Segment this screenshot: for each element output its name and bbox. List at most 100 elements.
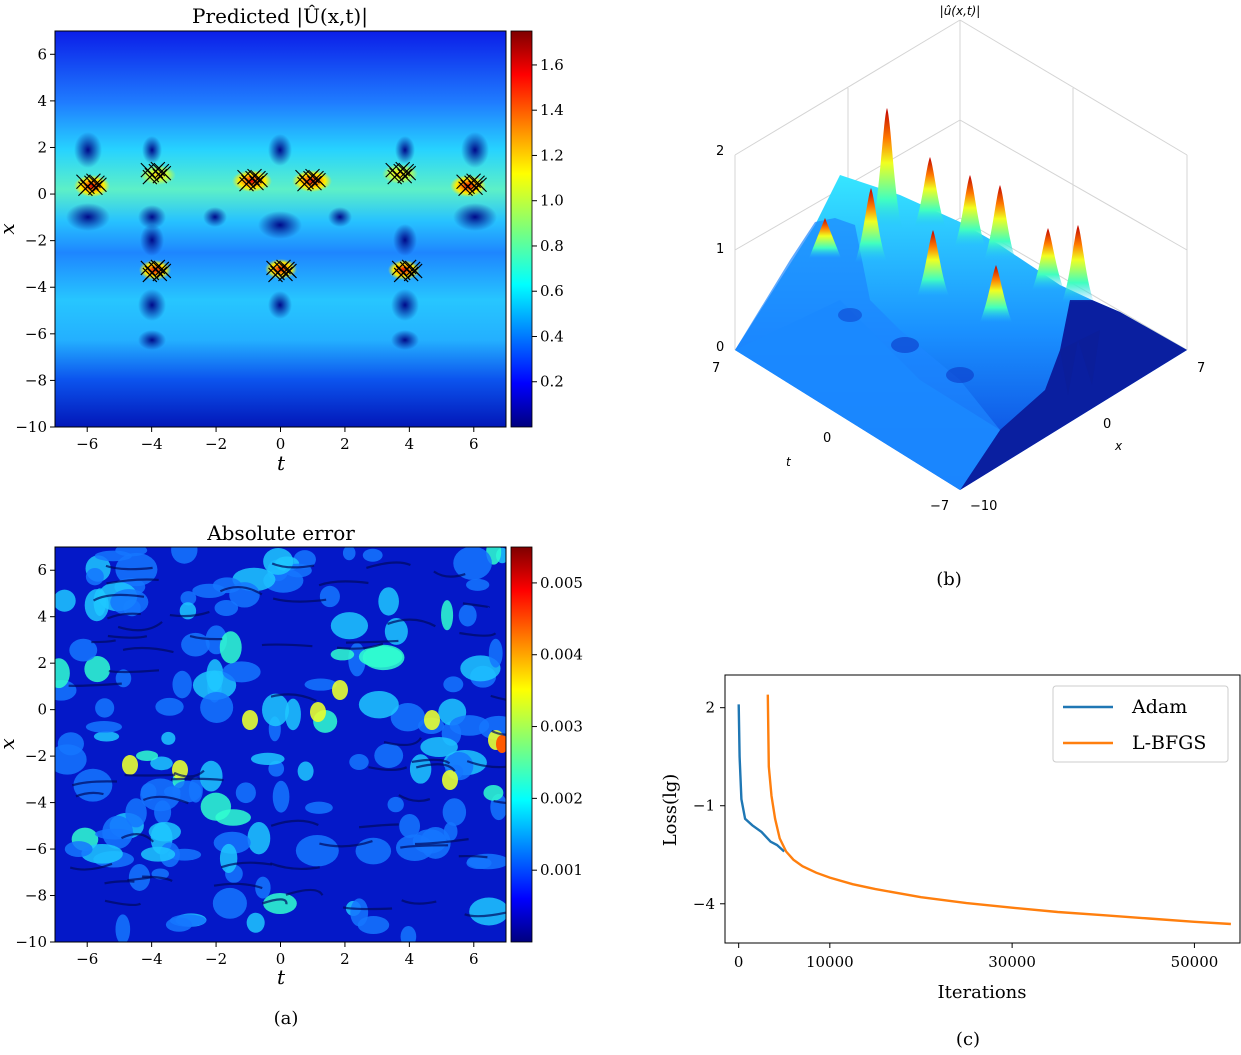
surface-peak xyxy=(984,185,1016,260)
legend-label-adam: Adam xyxy=(1131,696,1187,718)
error-blob xyxy=(378,587,399,616)
error-blob xyxy=(332,680,348,700)
error-blob xyxy=(483,784,504,801)
z-tick-0: 0 xyxy=(716,340,724,355)
error-contour xyxy=(120,833,155,843)
y-tick-label: 4 xyxy=(37,608,47,626)
colorbar-tick-label: 0.8 xyxy=(540,237,564,255)
error-blob xyxy=(128,864,151,891)
x-marker xyxy=(470,175,485,191)
y-tick-label: 4 xyxy=(37,92,47,110)
legend-label-lbfgs: L-BFGS xyxy=(1132,732,1206,754)
error-blob xyxy=(409,754,432,784)
error-blob xyxy=(443,676,464,693)
error-contour xyxy=(491,729,506,736)
error-blob xyxy=(73,768,113,802)
error-blob xyxy=(305,801,333,814)
error-contour xyxy=(219,586,263,596)
error-blob xyxy=(348,642,366,677)
error-blob xyxy=(458,604,477,627)
error-blob xyxy=(355,837,392,865)
error-blob xyxy=(349,754,369,770)
surface-peak xyxy=(980,265,1012,322)
x-marker xyxy=(466,173,481,189)
caption-a: (a) xyxy=(274,1008,299,1029)
error-blob xyxy=(263,892,297,914)
t-tick-7: 7 xyxy=(712,361,720,376)
colorbar-tick-label: 0.4 xyxy=(540,327,564,345)
error-blob xyxy=(214,599,239,617)
error-contour xyxy=(124,773,176,777)
x-tick-0: 0 xyxy=(1103,417,1111,432)
error-blob xyxy=(358,645,403,668)
error-contour xyxy=(142,795,189,805)
error-contour xyxy=(122,646,174,654)
surface-peak xyxy=(871,108,903,230)
surface xyxy=(735,108,1187,490)
error-blob xyxy=(219,843,238,873)
y-tick-label: −10 xyxy=(15,418,47,436)
error-blob xyxy=(319,585,340,608)
error-contour xyxy=(92,593,145,602)
error-blob xyxy=(200,792,232,821)
error-blob xyxy=(64,841,93,857)
error-blob xyxy=(172,780,202,803)
error-blob xyxy=(57,732,84,756)
x-tick-label: −4 xyxy=(141,950,163,968)
error-blob xyxy=(140,846,176,862)
surface-peak xyxy=(917,230,949,296)
x-marker xyxy=(401,259,417,275)
error-blob xyxy=(466,853,506,870)
error-blob xyxy=(297,761,314,781)
error-contour xyxy=(106,578,159,585)
error-contour xyxy=(411,758,451,765)
error-blob xyxy=(165,917,193,932)
y-tick-label: −4 xyxy=(25,794,47,812)
error-contour xyxy=(400,844,449,849)
x-marker xyxy=(276,259,291,275)
error-blob xyxy=(125,798,147,828)
error-contour xyxy=(269,862,320,871)
error-blob xyxy=(172,670,192,699)
error-blob xyxy=(136,750,159,762)
error-blob xyxy=(441,600,454,631)
colorbar-tick-label: 1.4 xyxy=(540,101,564,119)
error-contour xyxy=(142,875,173,882)
z-tick-2: 2 xyxy=(716,144,724,159)
error-contour xyxy=(71,780,118,787)
error-blob xyxy=(199,760,223,792)
loss-chart: 0 10000 30000 50000 2 −1 −4 Adam L-BFGS Iterat… xyxy=(660,674,1241,1003)
error-blob xyxy=(69,638,98,662)
error-blob xyxy=(342,547,356,561)
surface-peak xyxy=(914,157,946,228)
error-blob xyxy=(171,547,198,564)
error-blob xyxy=(161,731,176,745)
error-contour xyxy=(345,639,399,644)
error-blob xyxy=(261,693,290,727)
error-blob xyxy=(94,550,133,562)
x-marker xyxy=(150,259,166,275)
error-contour xyxy=(401,899,437,905)
error-blob xyxy=(399,814,421,839)
error-contour xyxy=(383,737,422,747)
error-contour xyxy=(270,819,319,827)
surface-peak xyxy=(954,175,986,248)
error-contour xyxy=(493,799,506,805)
error-blob xyxy=(374,743,404,768)
plot-frame xyxy=(724,674,1241,944)
error-peak xyxy=(496,735,506,753)
x-marker xyxy=(395,161,411,177)
surface-plot: |û(x,t)| 2 1 0 xyxy=(712,4,1205,514)
error-contour xyxy=(220,861,273,869)
x-marker xyxy=(150,161,166,177)
error-contour xyxy=(108,669,160,674)
colorbar-tick-label: 0.003 xyxy=(540,718,583,736)
x-marker xyxy=(154,261,170,277)
error-contour xyxy=(170,777,224,782)
colorbar-tick-label: 0.002 xyxy=(540,789,583,807)
error-contour xyxy=(173,769,205,778)
error-blob xyxy=(358,690,399,719)
error-contour xyxy=(466,760,506,769)
x-axis-label: t xyxy=(277,451,286,475)
error-blob xyxy=(155,697,184,716)
